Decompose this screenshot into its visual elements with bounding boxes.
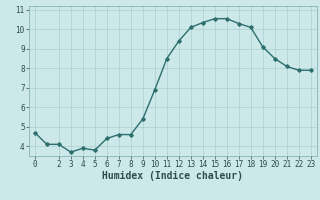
X-axis label: Humidex (Indice chaleur): Humidex (Indice chaleur) xyxy=(102,171,243,181)
